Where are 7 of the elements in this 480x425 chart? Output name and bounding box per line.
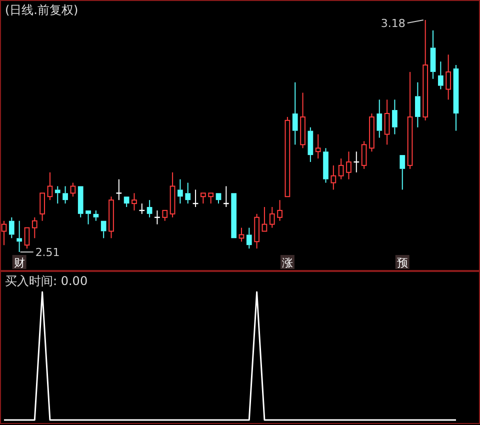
chart-title: (日线.前复权) bbox=[5, 3, 78, 17]
annotation: 2.51 bbox=[35, 246, 60, 259]
x-tick-label: 预 bbox=[396, 256, 408, 270]
x-tick-label: 涨 bbox=[282, 256, 293, 270]
chart-title: 买入时间: 0.00 bbox=[5, 274, 88, 288]
annotation: 3.18 bbox=[380, 17, 406, 30]
x-tick-label: 财 bbox=[14, 256, 25, 270]
